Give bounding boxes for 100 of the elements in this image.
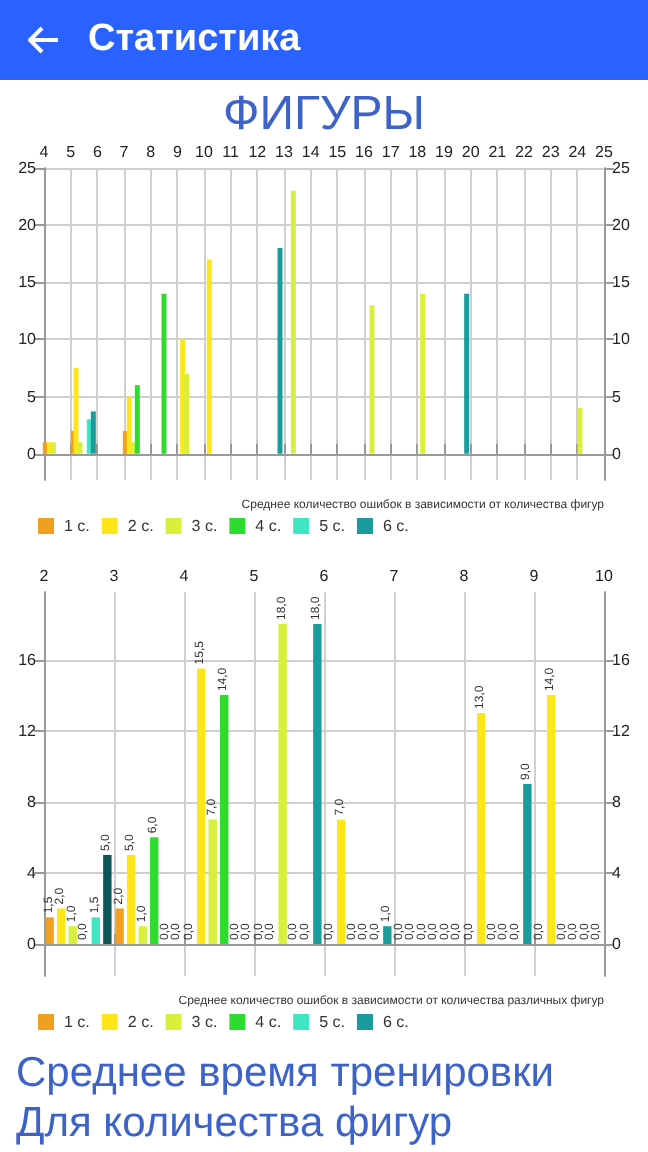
y2-tick-label: 12 xyxy=(612,721,631,740)
x-tick-label: 12 xyxy=(248,143,268,161)
bar xyxy=(577,408,583,454)
legend-label: 5 с. xyxy=(319,517,345,535)
x-tick-label: 4 xyxy=(39,143,50,161)
y-tick-label: 8 xyxy=(27,792,38,811)
bar xyxy=(184,373,190,454)
x-tick-label: 6 xyxy=(92,143,103,161)
y-tick-label: 12 xyxy=(18,721,38,740)
y2-tick-label: 8 xyxy=(612,792,622,811)
bar xyxy=(313,624,322,944)
text: Среднее время тренировки xyxy=(16,1048,557,1098)
y-tick-label: 0 xyxy=(27,444,38,463)
bar xyxy=(90,411,96,454)
bar xyxy=(138,926,147,944)
legend-label: 1 с. xyxy=(64,517,90,535)
x-tick-label: 24 xyxy=(568,143,588,161)
x-tick-label: 25 xyxy=(595,143,614,161)
y-tick-label: 0 xyxy=(27,935,38,953)
legend-label: 3 с. xyxy=(191,1013,218,1031)
bar xyxy=(369,305,375,454)
bar xyxy=(68,926,77,944)
bar xyxy=(134,385,140,454)
bar xyxy=(476,712,486,944)
legend-label: 2 с. xyxy=(127,1013,154,1031)
x-tick-label: 21 xyxy=(488,143,508,161)
bar xyxy=(196,668,206,944)
bar xyxy=(220,695,229,944)
x-tick-label: 14 xyxy=(301,143,321,161)
x-tick-label: 2 xyxy=(39,567,50,585)
y2-tick-label: 5 xyxy=(612,387,622,406)
bar xyxy=(91,917,100,944)
x-tick-label: 11 xyxy=(222,143,241,161)
legend-label: 5 с. xyxy=(319,1013,345,1031)
bar xyxy=(278,624,287,944)
x-tick-label: 8 xyxy=(146,143,157,161)
bar xyxy=(73,368,79,454)
bar xyxy=(290,190,296,454)
y2-tick-label: 0 xyxy=(612,444,622,463)
bar xyxy=(420,293,426,454)
x-tick-label: 8 xyxy=(459,567,470,585)
text: Для количества фигур xyxy=(16,1098,455,1148)
y2-tick-label: 10 xyxy=(612,330,631,349)
y2-tick-label: 20 xyxy=(612,216,631,235)
x-tick-label: 15 xyxy=(328,143,348,161)
y-tick-label: 16 xyxy=(18,650,38,669)
x-tick-label: 23 xyxy=(541,143,561,161)
x-tick-label: 10 xyxy=(195,143,214,161)
x-tick-label: 4 xyxy=(179,567,190,585)
x-tick-label: 17 xyxy=(381,143,401,161)
bar xyxy=(150,837,159,944)
y2-tick-label: 0 xyxy=(612,935,622,953)
chart-title: ФИГУРЫ xyxy=(223,87,425,141)
y-tick-label: 15 xyxy=(18,273,38,292)
y2-tick-label: 15 xyxy=(612,273,631,292)
x-tick-label: 22 xyxy=(515,143,534,161)
x-tick-label: 16 xyxy=(355,143,374,161)
bar xyxy=(161,293,167,454)
text: Статистика xyxy=(88,18,301,62)
legend-label: 3 с. xyxy=(191,517,218,535)
x-tick-label: 5 xyxy=(66,143,77,161)
x-tick-label: 20 xyxy=(461,143,481,161)
x-tick-label: 13 xyxy=(275,143,294,161)
bar xyxy=(208,819,217,944)
legend-label: 1 с. xyxy=(64,1013,90,1031)
x-tick-label: 10 xyxy=(595,567,614,585)
x-tick-label: 5 xyxy=(249,567,260,585)
y2-tick-label: 16 xyxy=(612,650,631,669)
x-tick-label: 9 xyxy=(172,143,183,161)
bar xyxy=(77,442,83,454)
bar xyxy=(103,855,112,944)
x-tick-label: 7 xyxy=(389,567,400,585)
y-tick-label: 5 xyxy=(27,387,38,406)
y2-tick-label: 4 xyxy=(612,863,622,882)
y-tick-label: 4 xyxy=(27,863,38,882)
legend-label: 4 с. xyxy=(255,1013,282,1031)
y-tick-label: 25 xyxy=(18,159,38,177)
legend-label: 6 с. xyxy=(382,1013,409,1031)
y2-tick-label: 25 xyxy=(612,159,631,177)
bar xyxy=(383,926,392,944)
x-tick-label: 6 xyxy=(319,567,330,585)
bar xyxy=(126,855,136,944)
bar xyxy=(336,819,346,944)
y-tick-label: 20 xyxy=(18,216,38,235)
x-tick-label: 18 xyxy=(408,143,428,161)
legend-label: 2 с. xyxy=(127,517,154,535)
legend-label: 4 с. xyxy=(255,517,282,535)
bar xyxy=(546,695,556,944)
y-tick-label: 10 xyxy=(18,330,38,349)
legend-label: 6 с. xyxy=(382,517,409,535)
bar xyxy=(523,784,532,944)
x-tick-label: 19 xyxy=(435,143,454,161)
bar xyxy=(115,908,124,944)
bar xyxy=(206,259,212,454)
bar xyxy=(277,248,283,454)
bar xyxy=(464,293,470,454)
bar xyxy=(126,396,132,454)
bar xyxy=(56,908,66,944)
x-tick-label: 7 xyxy=(119,143,130,161)
x-tick-label: 3 xyxy=(109,567,120,585)
